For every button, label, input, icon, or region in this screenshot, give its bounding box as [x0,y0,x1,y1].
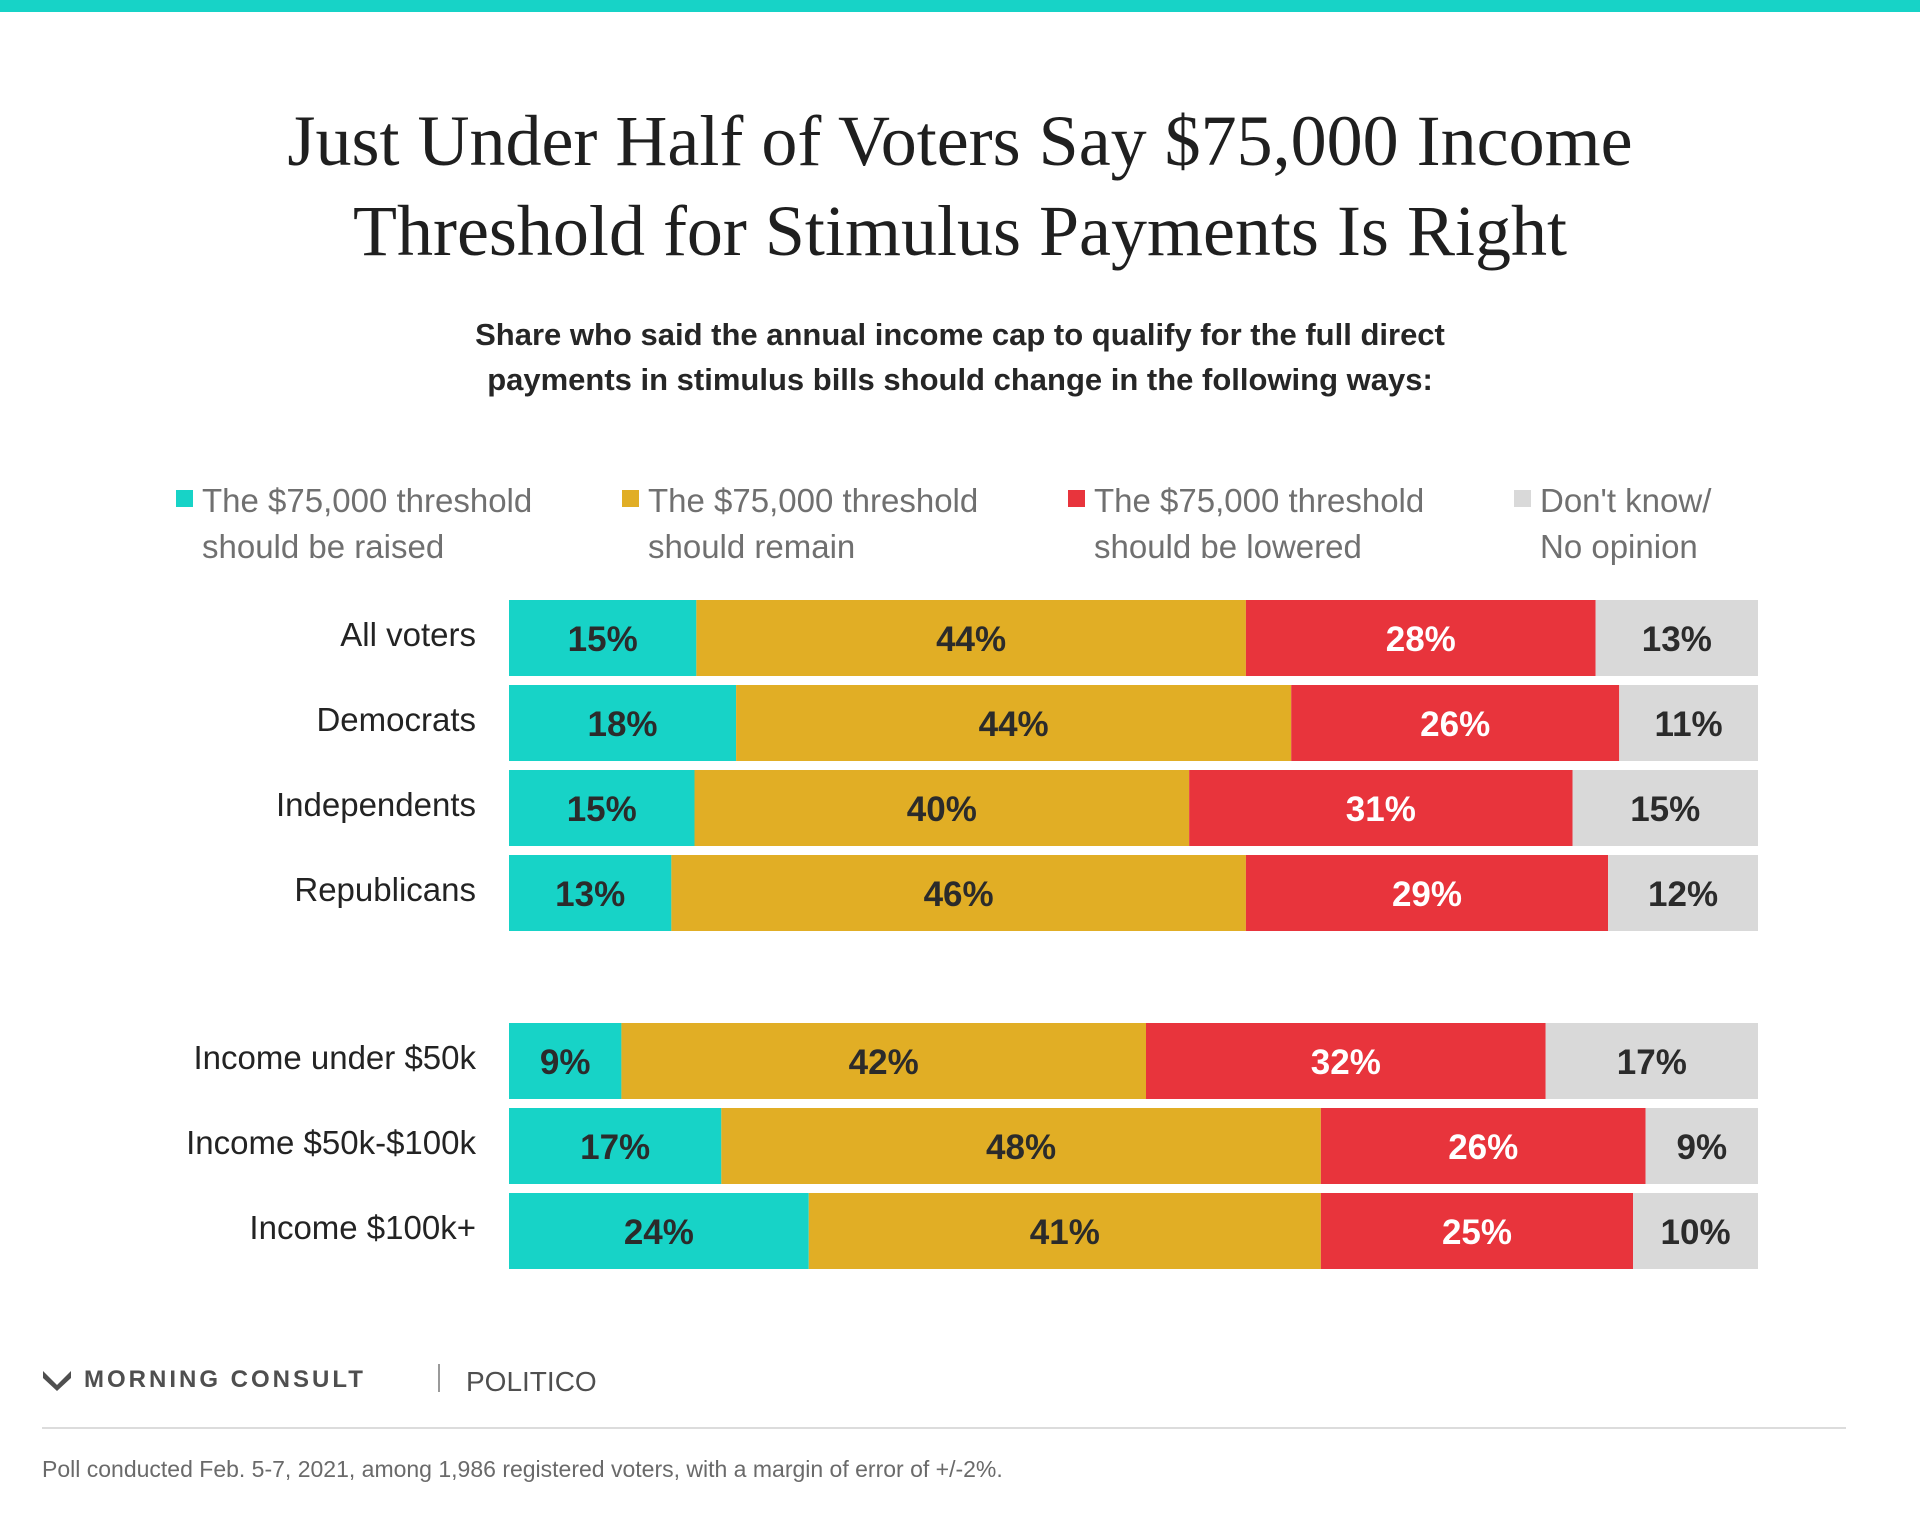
footer-divider [42,1427,1846,1429]
bar-segment-raised [509,1193,809,1269]
legend-label-lowered-line-1: The $75,000 threshold [1094,482,1425,519]
data-label-remain: 44% [936,620,1006,659]
legend-label-raised-line-2: should be raised [202,528,445,565]
bar-segment-remain [736,685,1292,761]
bar-segment-raised [509,600,697,676]
data-label-raised: 15% [568,620,638,659]
chart-title-line-2: Threshold for Stimulus Payments Is Right [353,191,1567,271]
data-label-dont-know: 11% [1655,705,1723,744]
bar-segment-lowered [1320,1108,1646,1184]
legend-swatch-dont-know [1514,490,1531,507]
bar-segment-remain [721,1108,1321,1184]
data-label-remain: 41% [1030,1213,1100,1252]
data-label-raised: 17% [580,1128,650,1167]
row-label-democrats: Democrats [316,701,476,738]
top-accent-rule [0,0,1920,12]
chart-subtitle-line-1: Share who said the annual income cap to … [475,317,1445,352]
bar-segment-remain [694,770,1190,846]
politico-wordmark: POLITICO [466,1366,597,1397]
bar-segment-raised [509,770,695,846]
chart-title: Just Under Half of Voters Say $75,000 In… [60,96,1860,276]
chart-title-line-1: Just Under Half of Voters Say $75,000 In… [287,101,1633,181]
legend-swatch-remain [622,490,639,507]
legend-label-dont-know-line-2: No opinion [1540,528,1698,565]
data-label-remain: 40% [907,790,977,829]
data-label-lowered: 26% [1448,1128,1518,1167]
bar-segment-dont-know [1619,685,1758,761]
bar-segment-dont-know [1608,855,1758,931]
data-label-remain: 42% [849,1043,919,1082]
bar-segment-remain [696,600,1246,676]
legend-swatch-raised [176,490,193,507]
morning-consult-logo-icon [43,1371,71,1391]
morning-consult-wordmark: MORNING CONSULT [84,1366,366,1393]
bar-segment-dont-know [1545,1023,1758,1099]
data-label-dont-know: 15% [1630,790,1700,829]
legend-label-raised: The $75,000 threshold should be raised [202,478,606,570]
bar-segment-lowered [1145,1023,1546,1099]
bar-segment-lowered [1245,855,1609,931]
brand-divider [438,1364,440,1392]
data-label-raised: 15% [567,790,637,829]
row-label-income-under-50k: Income under $50k [193,1039,476,1076]
data-label-raised: 24% [624,1213,694,1252]
row-label-all-voters: All voters [340,616,476,653]
legend-label-dont-know: Don't know/ No opinion [1540,478,1814,570]
data-label-remain: 48% [986,1128,1056,1167]
bar-segment-raised [509,855,672,931]
legend-label-lowered-line-2: should be lowered [1094,528,1362,565]
legend-label-raised-line-1: The $75,000 threshold [202,482,533,519]
bar-segment-remain [808,1193,1321,1269]
data-label-lowered: 25% [1442,1213,1512,1252]
data-label-raised: 13% [555,875,625,914]
bar-segment-raised [509,685,737,761]
legend-label-remain: The $75,000 threshold should remain [648,478,1052,570]
legend-label-remain-line-1: The $75,000 threshold [648,482,979,519]
data-label-raised: 9% [540,1043,591,1082]
data-label-dont-know: 12% [1648,875,1718,914]
data-label-raised: 18% [588,705,658,744]
row-label-income-100k-plus: Income $100k+ [249,1209,476,1246]
bar-segment-lowered [1320,1193,1634,1269]
legend-label-remain-line-2: should remain [648,528,856,565]
bar-segment-raised [509,1023,622,1099]
bar-segment-dont-know [1595,600,1758,676]
bar-segment-dont-know [1572,770,1758,846]
bar-segment-raised [509,1108,722,1184]
data-label-lowered: 29% [1392,875,1462,914]
row-label-republicans: Republicans [294,871,476,908]
data-label-dont-know: 17% [1617,1043,1687,1082]
data-label-lowered: 31% [1346,790,1416,829]
data-label-remain: 44% [979,705,1049,744]
bar-segment-remain [621,1023,1146,1099]
footnote: Poll conducted Feb. 5-7, 2021, among 1,9… [42,1456,1003,1482]
legend-label-dont-know-line-1: Don't know/ [1540,482,1712,519]
data-label-lowered: 26% [1420,705,1490,744]
bar-segment-lowered [1291,685,1620,761]
data-label-lowered: 32% [1311,1043,1381,1082]
data-label-remain: 46% [924,875,994,914]
data-label-dont-know: 9% [1676,1128,1727,1167]
bar-segment-dont-know [1645,1108,1758,1184]
chart-subtitle-line-2: payments in stimulus bills should change… [487,362,1433,397]
bar-segment-lowered [1189,770,1573,846]
data-label-dont-know: 10% [1661,1213,1731,1252]
legend-swatch-lowered [1068,490,1085,507]
chart-subtitle: Share who said the annual income cap to … [160,312,1760,402]
bar-segment-remain [671,855,1246,931]
data-label-lowered: 28% [1386,620,1456,659]
data-label-dont-know: 13% [1642,620,1712,659]
legend-label-lowered: The $75,000 threshold should be lowered [1094,478,1498,570]
bar-segment-dont-know [1633,1193,1758,1269]
row-label-income-50k-100k: Income $50k-$100k [186,1124,476,1161]
row-label-independents: Independents [275,786,476,823]
bar-segment-lowered [1245,600,1596,676]
